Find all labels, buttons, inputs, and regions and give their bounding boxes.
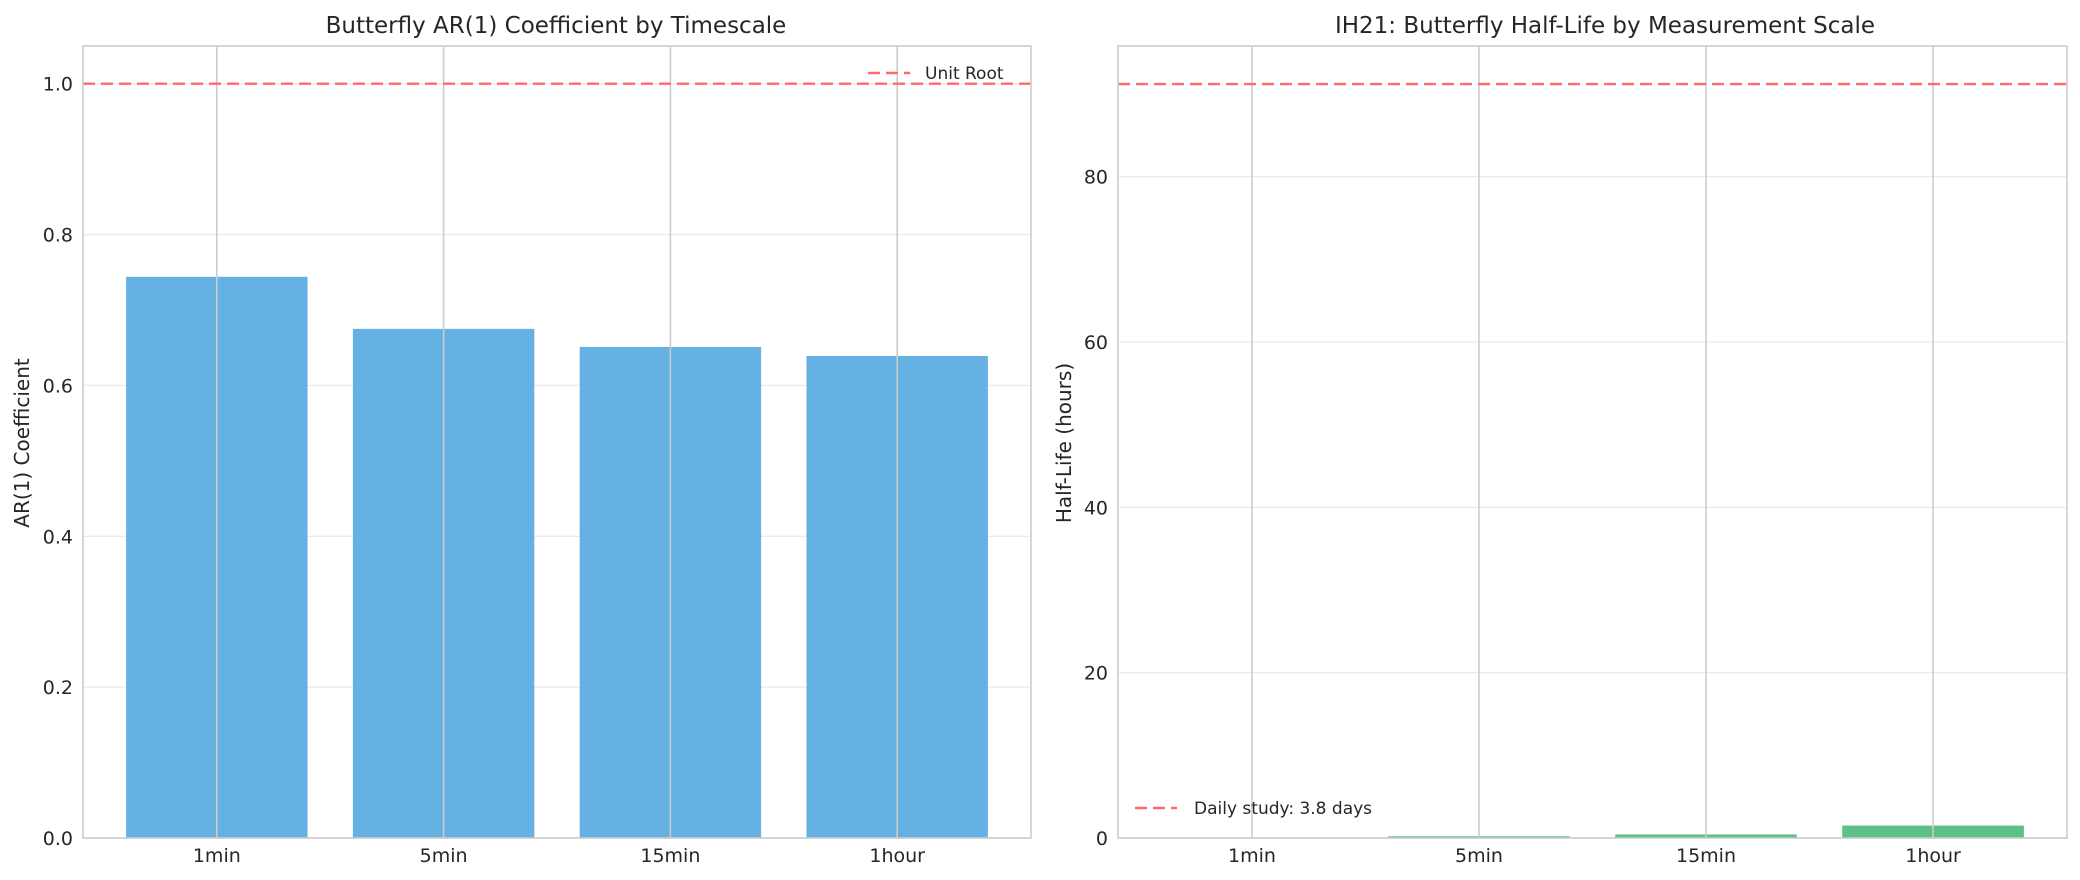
chart-title: Butterfly AR(1) Coefficient by Timescale [326, 13, 787, 39]
ar1-coefficient-chart: Butterfly AR(1) Coefficient by Timescale… [10, 13, 1032, 867]
horizontal-gridlines [1118, 175, 2067, 839]
y-tick-label: 0.4 [43, 526, 73, 548]
y-tick-label: 40 [1084, 497, 1108, 519]
x-tick-label: 1hour [869, 845, 925, 867]
vertical-gridlines [1251, 46, 1934, 838]
plot-frame [1117, 45, 2068, 839]
chart-title: IH21: Butterfly Half-Life by Measurement… [1335, 13, 1875, 39]
y-tick-label: 80 [1084, 167, 1108, 189]
half-life-chart: IH21: Butterfly Half-Life by Measurement… [1052, 13, 2068, 867]
y-tick-labels: 0.0 0.2 0.4 0.6 0.8 1.0 [43, 74, 73, 850]
plot-frame [82, 45, 1032, 839]
legend-label: Unit Root [925, 64, 1004, 84]
legend: Unit Root [868, 64, 1004, 84]
legend: Daily study: 3.8 days [1135, 799, 1372, 819]
y-tick-label: 0.2 [43, 677, 73, 699]
y-tick-labels: 0 20 40 60 80 [1084, 167, 1108, 850]
vertical-gridlines [216, 46, 898, 838]
x-tick-label: 15min [1676, 845, 1736, 867]
bar-series [126, 276, 988, 839]
y-tick-label: 20 [1084, 663, 1108, 685]
legend-label: Daily study: 3.8 days [1194, 799, 1372, 819]
y-tick-label: 0 [1096, 828, 1108, 850]
bar-series [1161, 825, 2024, 838]
x-tick-labels: 1min 5min 15min 1hour [193, 845, 925, 867]
y-tick-label: 1.0 [43, 74, 73, 96]
x-tick-label: 5min [420, 845, 468, 867]
x-tick-label: 1min [1228, 845, 1276, 867]
x-tick-label: 1hour [1905, 845, 1961, 867]
x-tick-label: 1min [193, 845, 241, 867]
y-axis-label: AR(1) Coefficient [10, 358, 34, 528]
x-tick-label: 15min [640, 845, 700, 867]
y-axis-label: Half-Life (hours) [1052, 363, 1076, 523]
x-tick-label: 5min [1455, 845, 1503, 867]
y-tick-label: 0.0 [43, 828, 73, 850]
y-tick-label: 60 [1084, 332, 1108, 354]
y-tick-label: 0.6 [43, 375, 73, 397]
x-tick-labels: 1min 5min 15min 1hour [1228, 845, 1961, 867]
y-tick-label: 0.8 [43, 225, 73, 247]
